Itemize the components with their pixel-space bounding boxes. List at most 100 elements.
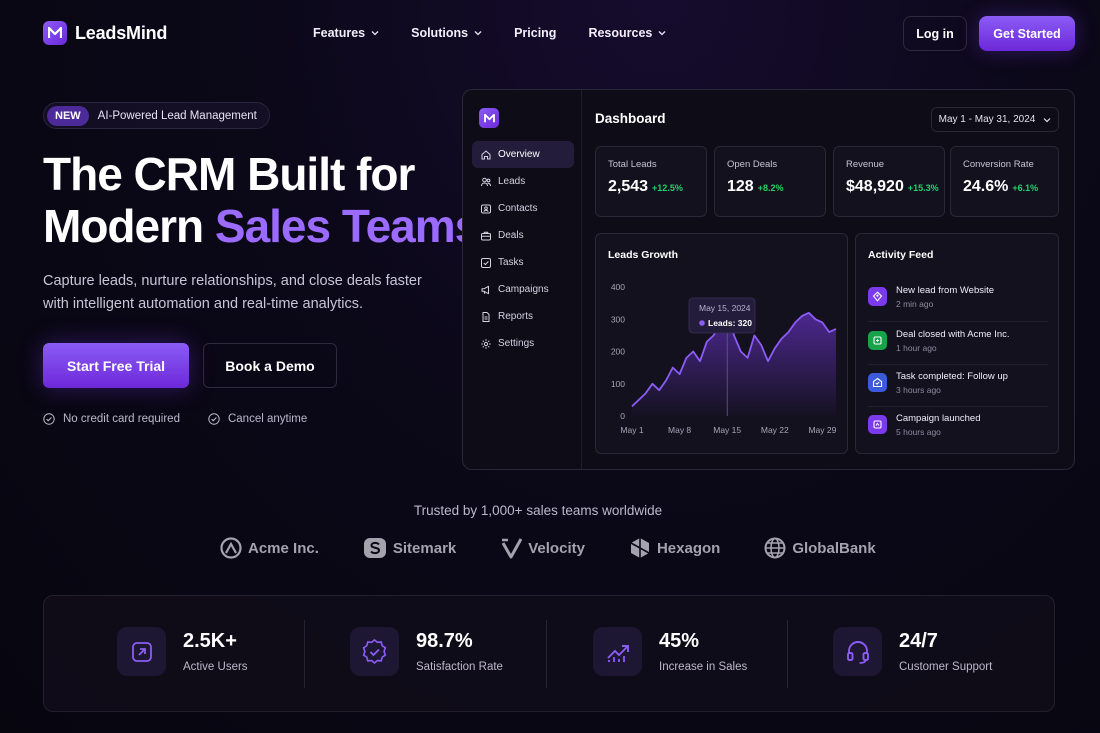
kpi-label: Revenue xyxy=(846,159,885,170)
x-tick-label: May 15 xyxy=(713,425,741,435)
activity-item[interactable]: Deal closed with Acme Inc. 1 hour ago xyxy=(868,329,1048,369)
megaphone-icon xyxy=(868,415,887,434)
divider xyxy=(868,364,1048,365)
activity-time: 1 hour ago xyxy=(896,343,937,353)
kpi-delta: +6.1% xyxy=(1012,183,1039,193)
menu-item-leads[interactable]: Leads xyxy=(472,168,574,195)
login-button[interactable]: Log in xyxy=(903,16,967,51)
activity-title: Deal closed with Acme Inc. xyxy=(896,329,1010,340)
kpi-delta: +15.3% xyxy=(907,183,939,193)
kpi-label: Conversion Rate xyxy=(963,159,1034,170)
brand-name: Velocity xyxy=(528,539,585,557)
announcement-badge[interactable]: NEW AI-Powered Lead Management xyxy=(43,102,270,129)
stat-label: Active Users xyxy=(183,661,248,673)
brand-name: LeadsMind xyxy=(75,22,168,43)
kpi-card-revenue[interactable]: Revenue $48,920 +15.3% xyxy=(833,146,945,217)
menu-item-reports[interactable]: Reports xyxy=(472,303,574,330)
hero-title-accent: Sales Teams xyxy=(214,200,480,252)
users-icon xyxy=(481,177,491,186)
date-range-picker[interactable]: May 1 - May 31, 2024 xyxy=(931,107,1059,132)
y-tick-label: 100 xyxy=(611,379,625,389)
new-badge: NEW xyxy=(47,105,89,126)
kpi-card-total-leads[interactable]: Total Leads 2,543 +12.5% xyxy=(595,146,707,217)
menu-item-tasks[interactable]: Tasks xyxy=(472,249,574,276)
divider xyxy=(787,620,788,688)
x-tick-label: May 1 xyxy=(620,425,643,435)
nav-solutions-label: Solutions xyxy=(411,26,469,40)
brand-name: Sitemark xyxy=(392,539,457,557)
dashboard-sidebar: Overview Leads Contacts Deals Tasks Camp… xyxy=(463,90,582,469)
leads-growth-card: Leads Growth 0 100 200 300 400 May 1 May 8 May … xyxy=(595,233,848,454)
stat-label: Increase in Sales xyxy=(659,661,748,673)
hero-title-line1: The CRM Built for xyxy=(43,148,415,200)
nav-features-label: Features xyxy=(313,26,366,40)
stat-satisfaction: 98.7% Satisfaction Rate xyxy=(350,627,503,676)
nav-features[interactable]: Features xyxy=(313,26,379,40)
activity-item[interactable]: Campaign launched 5 hours ago xyxy=(868,413,1048,453)
menu-item-overview[interactable]: Overview xyxy=(472,141,574,168)
chevron-down-icon xyxy=(1043,117,1051,122)
nav-pricing[interactable]: Pricing xyxy=(514,26,556,40)
check-label: Cancel anytime xyxy=(227,413,308,425)
menu-item-settings[interactable]: Settings xyxy=(472,330,574,357)
nav-resources[interactable]: Resources xyxy=(588,26,666,40)
brand-hexagon: Hexagon xyxy=(629,537,720,559)
divider xyxy=(304,620,305,688)
get-started-button[interactable]: Get Started xyxy=(979,16,1075,51)
kpi-delta: +8.2% xyxy=(757,183,784,193)
logo-m-icon xyxy=(479,108,499,128)
nav-solutions[interactable]: Solutions xyxy=(411,26,482,40)
hero-title-plain: Modern xyxy=(43,200,215,252)
y-tick-label: 0 xyxy=(620,411,625,421)
menu-item-label: Overview xyxy=(498,149,540,160)
briefcase-icon xyxy=(481,231,491,240)
y-tick-label: 200 xyxy=(611,347,625,357)
series-area xyxy=(632,312,836,416)
activity-time: 3 hours ago xyxy=(896,385,941,395)
menu-item-campaigns[interactable]: Campaigns xyxy=(472,276,574,303)
brand-name: Hexagon xyxy=(656,539,721,557)
logo-m-icon xyxy=(43,21,67,45)
brand-sitemark: Sitemark xyxy=(363,537,456,559)
hero-subtitle: Capture leads, nurture relationships, an… xyxy=(43,273,422,312)
book-demo-button[interactable]: Book a Demo xyxy=(203,343,337,388)
leads-growth-title: Leads Growth xyxy=(608,249,679,261)
trending-up-icon xyxy=(593,627,642,676)
leads-growth-chart[interactable]: 0 100 200 300 400 May 1 May 8 May 15 May 22 May 2… xyxy=(596,234,849,455)
hero-title: The CRM Built for Modern Sales Teams xyxy=(43,148,480,252)
checkbox-icon xyxy=(481,257,491,268)
activity-item[interactable]: New lead from Website 2 min ago xyxy=(868,285,1048,325)
x-tick-label: May 8 xyxy=(668,425,691,435)
contact-card-icon xyxy=(481,204,491,213)
menu-item-label: Tasks xyxy=(498,257,524,268)
brand-logos: Acme Inc. Sitemark Velocity Hexagon Glob… xyxy=(220,537,876,559)
brand-name: GlobalBank xyxy=(792,539,876,557)
kpi-label: Total Leads xyxy=(608,159,657,170)
brand-name: Acme Inc. xyxy=(248,539,319,557)
kpi-value: $48,920 xyxy=(846,178,904,195)
brand-velocity: Velocity xyxy=(500,537,585,559)
kpi-card-conversion-rate[interactable]: Conversion Rate 24.6% +6.1% xyxy=(950,146,1059,217)
kpi-value: 2,543 xyxy=(608,178,649,195)
stat-value: 45% xyxy=(659,630,700,652)
gear-icon xyxy=(481,338,491,349)
kpi-card-open-deals[interactable]: Open Deals 128 +8.2% xyxy=(714,146,826,217)
activity-item[interactable]: Task completed: Follow up 3 hours ago xyxy=(868,371,1048,411)
megaphone-icon xyxy=(481,285,489,294)
stat-value: 2.5K+ xyxy=(183,630,237,652)
brand-logo[interactable]: LeadsMind xyxy=(43,21,167,45)
divider xyxy=(546,620,547,688)
brand-globalbank: GlobalBank xyxy=(764,537,876,559)
check-circle-icon xyxy=(208,413,220,425)
menu-item-deals[interactable]: Deals xyxy=(472,222,574,249)
y-tick-label: 300 xyxy=(611,314,625,324)
menu-item-label: Settings xyxy=(498,338,535,349)
menu-item-label: Leads xyxy=(498,176,526,187)
kpi-value: 128 xyxy=(727,178,754,195)
stat-increase-sales: 45% Increase in Sales xyxy=(593,627,747,676)
globe-logo-icon xyxy=(764,537,786,559)
user-plus-icon xyxy=(868,287,887,306)
activity-feed-title: Activity Feed xyxy=(868,249,934,261)
menu-item-contacts[interactable]: Contacts xyxy=(472,195,574,222)
start-free-trial-button[interactable]: Start Free Trial xyxy=(43,343,189,388)
